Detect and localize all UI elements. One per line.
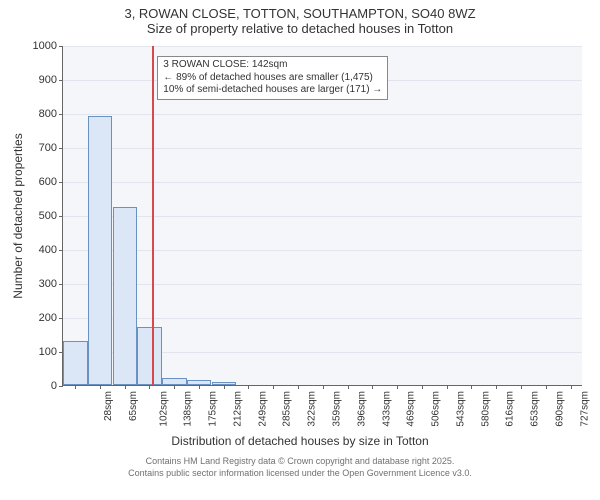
x-axis-label: Distribution of detached houses by size … bbox=[0, 434, 600, 448]
x-tick-label: 359sqm bbox=[332, 391, 343, 427]
gridline bbox=[63, 148, 582, 149]
x-tick-label: 469sqm bbox=[406, 391, 417, 427]
x-tick-mark bbox=[125, 385, 126, 389]
x-tick-label: 322sqm bbox=[307, 391, 318, 427]
x-tick-label: 65sqm bbox=[128, 391, 139, 421]
x-tick-mark bbox=[323, 385, 324, 389]
x-tick-label: 543sqm bbox=[456, 391, 467, 427]
x-tick-mark bbox=[372, 385, 373, 389]
y-tick-label: 900 bbox=[39, 74, 63, 86]
x-tick-mark bbox=[273, 385, 274, 389]
y-tick-label: 400 bbox=[39, 244, 63, 256]
chart-title: 3, ROWAN CLOSE, TOTTON, SOUTHAMPTON, SO4… bbox=[0, 6, 600, 36]
annotation-box: 3 ROWAN CLOSE: 142sqm← 89% of detached h… bbox=[157, 56, 388, 100]
y-tick-label: 100 bbox=[39, 346, 63, 358]
x-tick-label: 28sqm bbox=[103, 391, 114, 421]
x-tick-mark bbox=[447, 385, 448, 389]
histogram-bar bbox=[137, 327, 162, 385]
y-tick-label: 200 bbox=[39, 312, 63, 324]
y-tick-label: 800 bbox=[39, 108, 63, 120]
gridline bbox=[63, 284, 582, 285]
reference-line bbox=[152, 46, 154, 385]
y-tick-label: 500 bbox=[39, 210, 63, 222]
x-tick-label: 580sqm bbox=[481, 391, 492, 427]
gridline bbox=[63, 114, 582, 115]
annotation-line: 10% of semi-detached houses are larger (… bbox=[163, 84, 382, 97]
x-tick-label: 506sqm bbox=[431, 391, 442, 427]
title-line-2: Size of property relative to detached ho… bbox=[0, 21, 600, 36]
x-tick-mark bbox=[298, 385, 299, 389]
gridline bbox=[63, 182, 582, 183]
x-tick-mark bbox=[149, 385, 150, 389]
x-tick-label: 249sqm bbox=[258, 391, 269, 427]
y-tick-label: 1000 bbox=[33, 40, 63, 52]
x-tick-mark bbox=[100, 385, 101, 389]
x-tick-mark bbox=[199, 385, 200, 389]
x-tick-mark bbox=[224, 385, 225, 389]
gridline bbox=[63, 250, 582, 251]
x-tick-mark bbox=[422, 385, 423, 389]
x-tick-label: 138sqm bbox=[183, 391, 194, 427]
y-axis-label: Number of detached properties bbox=[11, 133, 25, 298]
x-tick-mark bbox=[521, 385, 522, 389]
x-tick-label: 212sqm bbox=[233, 391, 244, 427]
x-tick-label: 727sqm bbox=[580, 391, 591, 427]
x-tick-label: 396sqm bbox=[357, 391, 368, 427]
title-line-1: 3, ROWAN CLOSE, TOTTON, SOUTHAMPTON, SO4… bbox=[0, 6, 600, 21]
x-tick-mark bbox=[546, 385, 547, 389]
credit-line-1: Contains HM Land Registry data © Crown c… bbox=[0, 456, 600, 468]
annotation-line: ← 89% of detached houses are smaller (1,… bbox=[163, 72, 382, 85]
x-tick-label: 653sqm bbox=[530, 391, 541, 427]
x-tick-mark bbox=[174, 385, 175, 389]
x-tick-mark bbox=[397, 385, 398, 389]
x-tick-label: 175sqm bbox=[208, 391, 219, 427]
y-tick-label: 700 bbox=[39, 142, 63, 154]
x-tick-mark bbox=[571, 385, 572, 389]
x-tick-mark bbox=[248, 385, 249, 389]
x-tick-label: 616sqm bbox=[505, 391, 516, 427]
credit-line-2: Contains public sector information licen… bbox=[0, 468, 600, 480]
plot-area: 010020030040050060070080090010003 ROWAN … bbox=[62, 46, 582, 386]
gridline bbox=[63, 216, 582, 217]
gridline bbox=[63, 318, 582, 319]
histogram-bar bbox=[63, 341, 88, 385]
x-tick-mark bbox=[496, 385, 497, 389]
x-tick-label: 690sqm bbox=[555, 391, 566, 427]
x-tick-label: 433sqm bbox=[382, 391, 393, 427]
y-tick-label: 600 bbox=[39, 176, 63, 188]
x-tick-label: 285sqm bbox=[282, 391, 293, 427]
gridline bbox=[63, 46, 582, 47]
x-tick-label: 102sqm bbox=[159, 391, 170, 427]
x-tick-mark bbox=[471, 385, 472, 389]
x-tick-mark bbox=[75, 385, 76, 389]
y-tick-label: 300 bbox=[39, 278, 63, 290]
histogram-bar bbox=[162, 378, 187, 385]
chart-container: 3, ROWAN CLOSE, TOTTON, SOUTHAMPTON, SO4… bbox=[0, 0, 600, 500]
histogram-bar bbox=[88, 116, 113, 385]
histogram-bar bbox=[113, 207, 138, 386]
x-tick-mark bbox=[348, 385, 349, 389]
annotation-line: 3 ROWAN CLOSE: 142sqm bbox=[163, 59, 382, 72]
y-tick-label: 0 bbox=[51, 380, 63, 392]
credits: Contains HM Land Registry data © Crown c… bbox=[0, 456, 600, 479]
